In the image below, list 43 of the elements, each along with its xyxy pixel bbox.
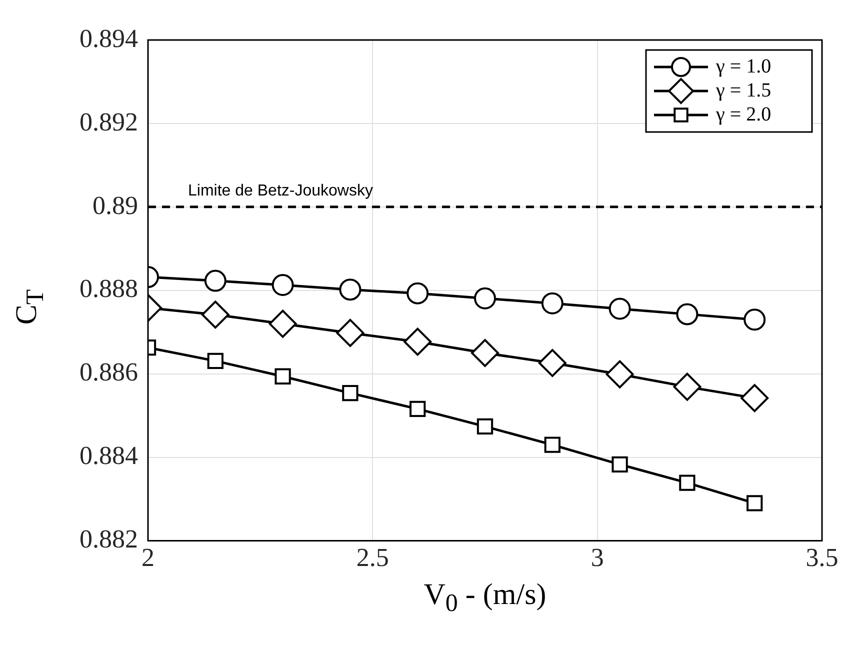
point	[471, 339, 499, 367]
point	[676, 303, 698, 326]
point	[476, 418, 494, 435]
y-tick-label: 0.886	[80, 358, 138, 387]
point	[410, 400, 426, 417]
ref-line-label: Limite de Betz-Joukowsky	[188, 182, 373, 200]
legend-label: γ = 1.5	[715, 79, 772, 102]
x-tick-label: 2.5	[356, 543, 389, 572]
point	[201, 300, 230, 329]
y-tick-label: 0.882	[80, 524, 138, 554]
point	[746, 495, 763, 512]
point	[274, 368, 291, 384]
point	[538, 349, 566, 378]
point	[404, 328, 432, 356]
point	[541, 292, 564, 314]
y-tick-label: 0.894	[80, 24, 138, 53]
legend-label: γ = 2.0	[715, 103, 772, 126]
x-tick-label: 3.5	[806, 543, 838, 572]
x-tick-label: 3	[590, 543, 604, 572]
y-tick-label: 0.89	[92, 190, 138, 220]
point	[339, 278, 362, 301]
y-tick-label: 0.884	[80, 441, 138, 470]
point	[342, 384, 358, 402]
point	[336, 318, 364, 347]
point	[612, 456, 628, 472]
point	[679, 474, 696, 491]
y-tick-label: 0.888	[80, 274, 138, 304]
point	[744, 308, 766, 331]
legend-label: γ = 1.0	[715, 55, 772, 78]
y-tick-label: 0.892	[80, 107, 138, 136]
x-axis-title: V$_{0}$ - (m/s)	[422, 578, 548, 618]
point	[204, 270, 226, 292]
point	[608, 298, 631, 320]
point	[740, 384, 769, 412]
point	[474, 287, 496, 310]
x-tick-label: 2	[142, 543, 154, 572]
point	[268, 310, 297, 338]
point	[406, 282, 429, 304]
point	[606, 360, 634, 388]
point	[272, 274, 294, 296]
point	[544, 436, 560, 453]
point	[207, 352, 224, 369]
point	[673, 372, 702, 401]
